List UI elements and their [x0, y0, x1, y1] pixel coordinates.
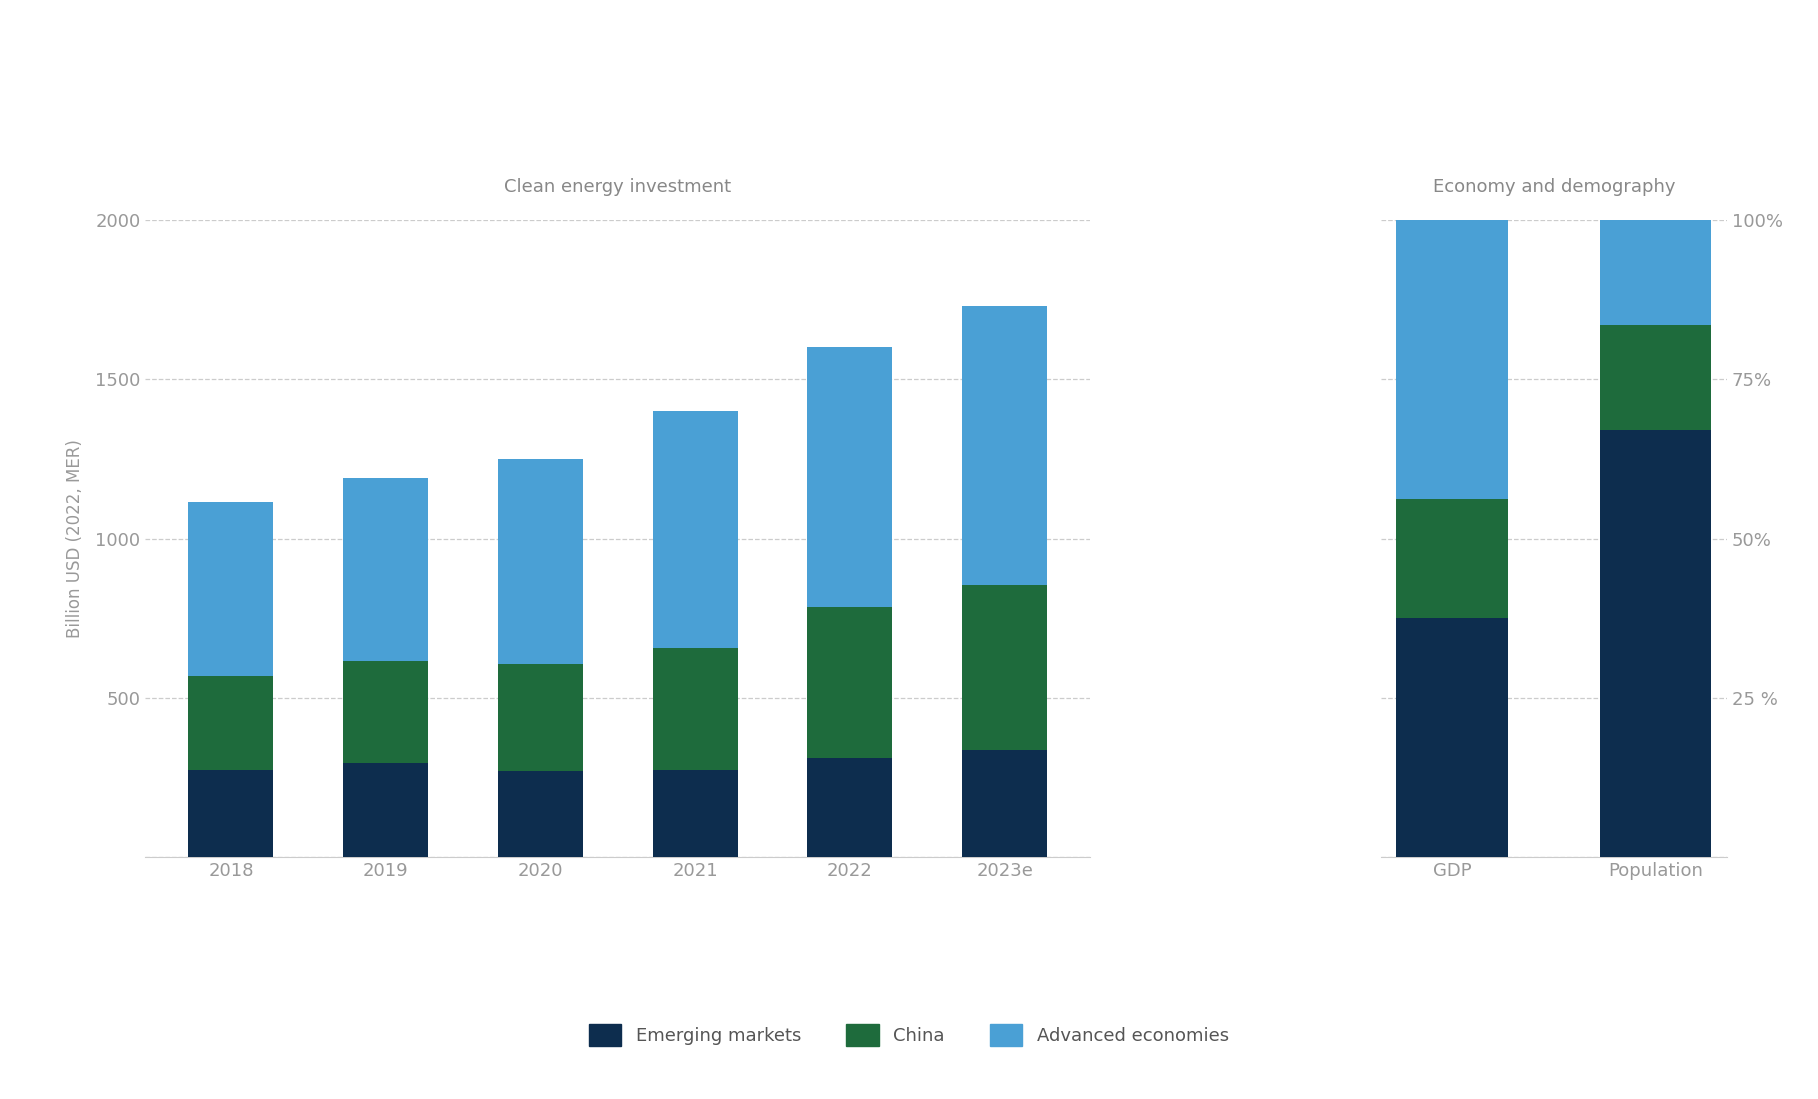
Bar — [344, 662, 429, 763]
Bar — [1600, 220, 1711, 325]
Bar — [807, 347, 893, 607]
Bar — [344, 478, 429, 662]
Bar — [189, 769, 273, 857]
Bar — [962, 585, 1047, 751]
Bar — [962, 306, 1047, 585]
Bar — [1600, 430, 1711, 857]
Bar — [189, 502, 273, 676]
Title: Clean energy investment: Clean energy investment — [504, 178, 731, 196]
Bar — [189, 676, 273, 769]
Bar — [653, 769, 738, 857]
Bar — [653, 411, 738, 648]
Bar — [807, 758, 893, 857]
Bar — [1396, 220, 1509, 499]
Bar — [1396, 618, 1509, 857]
Bar — [962, 751, 1047, 857]
Bar — [1396, 499, 1509, 618]
Y-axis label: Billion USD (2022, MER): Billion USD (2022, MER) — [65, 440, 84, 637]
Bar — [653, 648, 738, 769]
Bar — [498, 771, 584, 857]
Bar — [344, 763, 429, 857]
Bar — [498, 459, 584, 665]
Bar — [807, 607, 893, 758]
Bar — [1600, 325, 1711, 430]
Legend: Emerging markets, China, Advanced economies: Emerging markets, China, Advanced econom… — [589, 1024, 1229, 1046]
Title: Economy and demography: Economy and demography — [1433, 178, 1674, 196]
Bar — [498, 665, 584, 771]
